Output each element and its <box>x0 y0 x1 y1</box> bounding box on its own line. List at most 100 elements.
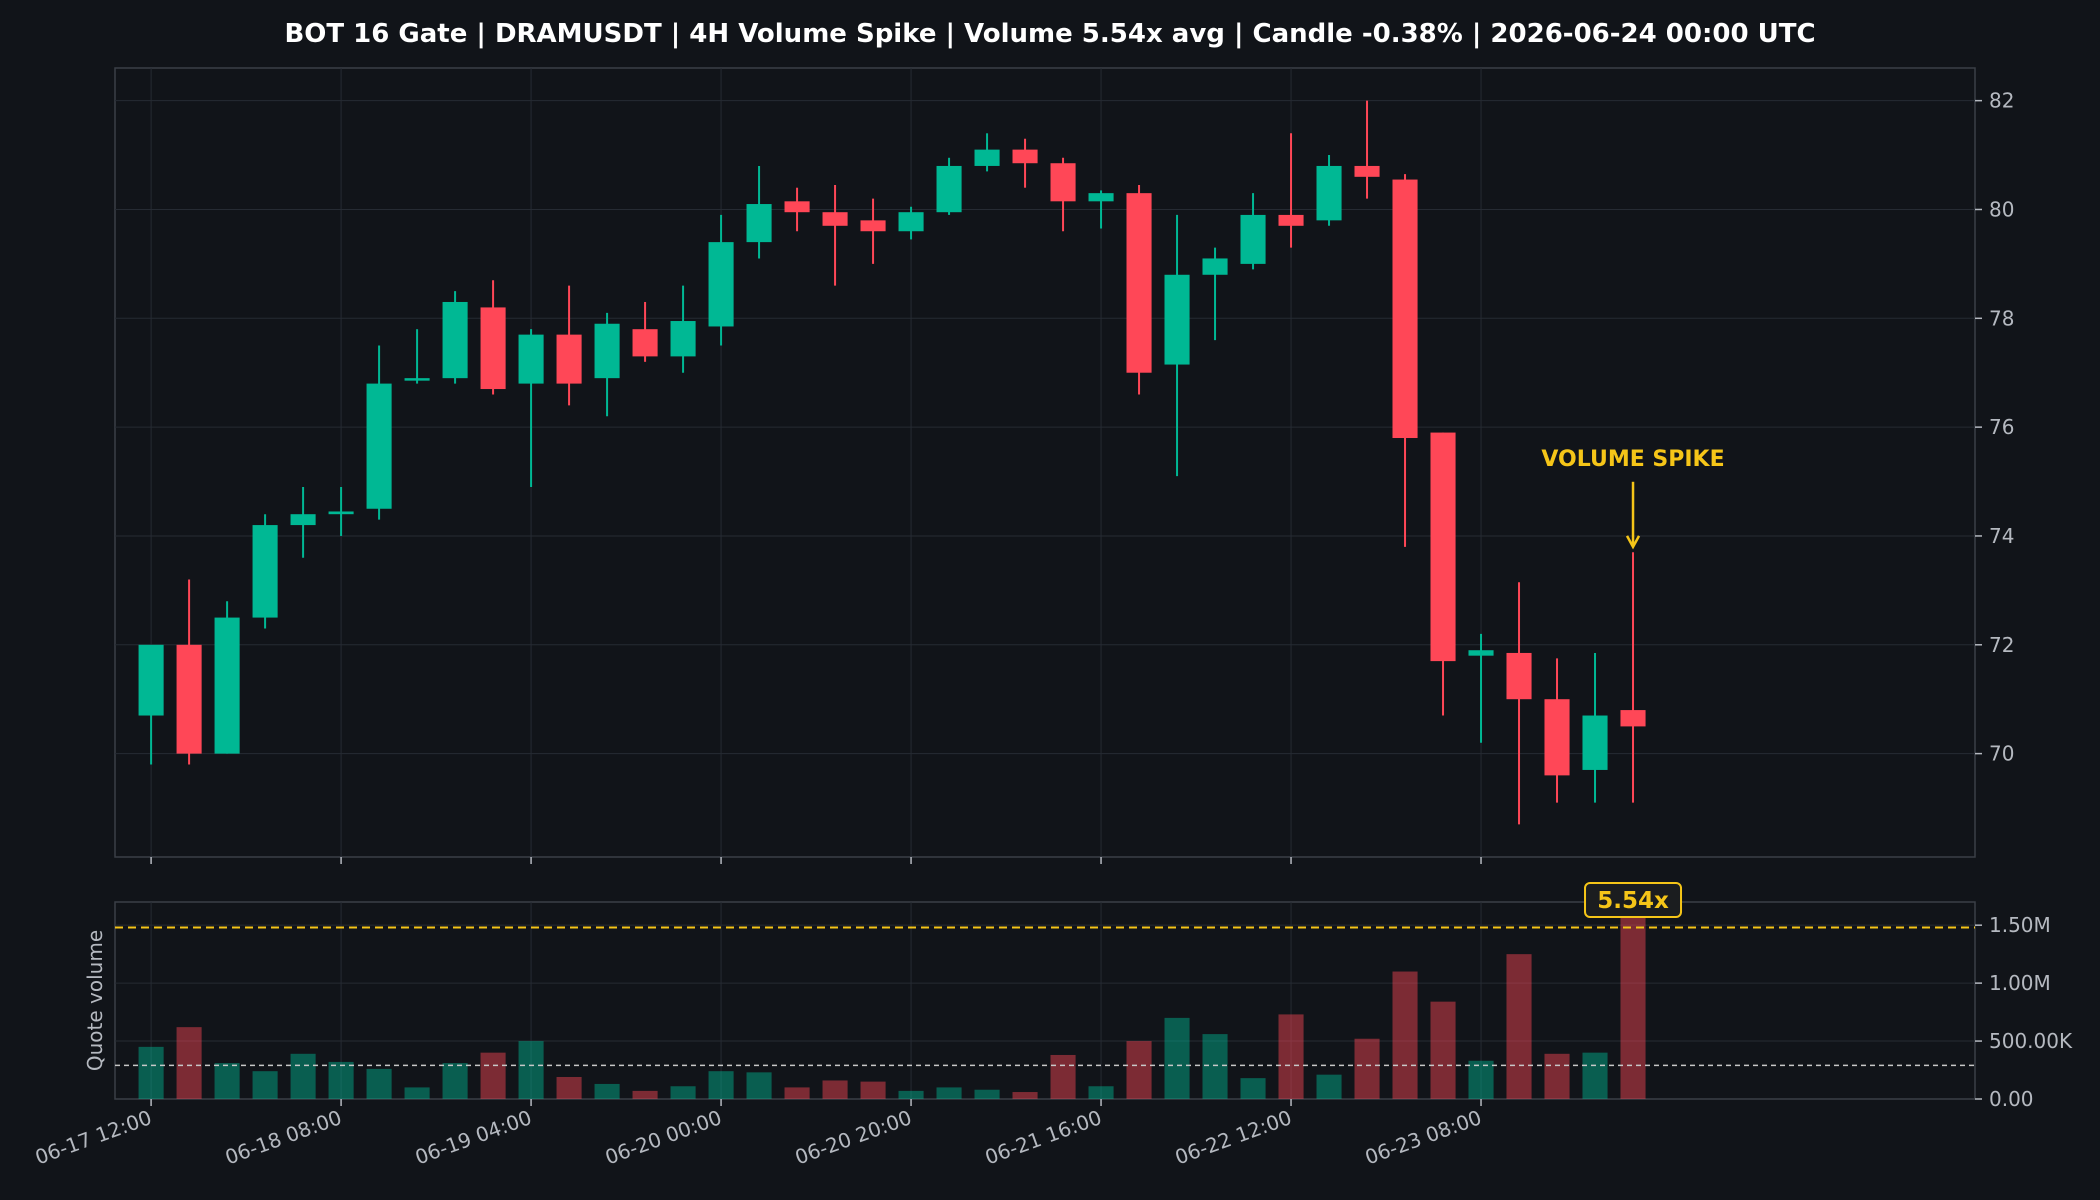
bearish-candle <box>1392 174 1418 547</box>
candle-body <box>746 204 772 243</box>
volume-bar-up <box>1202 1034 1228 1099</box>
price-y-tick-label: 82 <box>1989 89 2014 113</box>
volume-bar-down <box>176 1027 202 1099</box>
price-y-tick-label: 78 <box>1989 306 2014 330</box>
volume-y-tick-label: 1.50M <box>1989 913 2051 937</box>
bullish-candle <box>1240 193 1266 270</box>
candle-body <box>1050 163 1076 202</box>
volume-bar-up <box>1468 1060 1494 1099</box>
volume-bar-up <box>746 1072 772 1099</box>
volume-bar-up <box>404 1087 430 1099</box>
candle-body <box>366 383 392 509</box>
volume-y-axis-label: Quote volume <box>83 930 107 1071</box>
bullish-candle <box>1164 214 1190 477</box>
price-y-tick-label: 74 <box>1989 524 2014 548</box>
bearish-candle <box>1354 100 1380 199</box>
volume-bar-up <box>1316 1074 1342 1099</box>
bullish-candle <box>746 165 772 259</box>
candle-body <box>784 201 810 213</box>
bullish-candle <box>670 285 696 373</box>
volume-bar-up <box>594 1083 620 1099</box>
bearish-candle <box>1278 133 1304 248</box>
candle-body <box>670 321 696 357</box>
price-panel-frame <box>114 67 1976 858</box>
volume-bar-down <box>822 1080 848 1099</box>
volume-y-tick-label: 500.00K <box>1989 1029 2073 1053</box>
bullish-candle <box>214 601 240 754</box>
chart-title: BOT 16 Gate | DRAMUSDT | 4H Volume Spike… <box>284 19 1815 49</box>
candle-body <box>632 329 658 357</box>
candle-body <box>1012 149 1038 164</box>
candle-body <box>1544 699 1570 776</box>
volume-bar-down <box>480 1052 506 1099</box>
bearish-candle <box>632 301 658 362</box>
volume-bar-up <box>290 1053 316 1099</box>
volume-bar-up <box>328 1061 354 1099</box>
candle-body <box>936 165 962 213</box>
volume-bar-up <box>366 1068 392 1099</box>
candle-body <box>860 220 886 232</box>
bullish-candle <box>366 345 392 520</box>
volume-panel-frame <box>114 901 1976 1100</box>
volume-bar-down <box>1278 1014 1304 1099</box>
bullish-candle <box>1582 652 1608 803</box>
candle-body <box>822 212 848 226</box>
bearish-candle <box>1012 138 1038 188</box>
volume-bar-up <box>214 1063 240 1099</box>
bullish-candle <box>442 291 468 384</box>
volume-bar-up <box>974 1089 1000 1099</box>
volume-bar-up <box>898 1090 924 1099</box>
bullish-candle <box>1202 247 1228 341</box>
bullish-candle <box>252 514 278 629</box>
bearish-candle <box>1544 658 1570 803</box>
candle-body <box>1202 258 1228 275</box>
candle-body <box>518 334 544 384</box>
candle-body <box>252 525 278 618</box>
candle-body <box>594 323 620 379</box>
bearish-candle <box>822 184 848 286</box>
volume-bar-up <box>442 1063 468 1099</box>
bullish-candle <box>1088 190 1114 229</box>
volume-bar-up <box>1240 1078 1266 1099</box>
bearish-candle <box>1620 552 1646 803</box>
bearish-candle <box>176 579 202 765</box>
price-panel: 70 72 74 76 78 80 82 VOLUME SPIKE <box>114 67 2014 864</box>
candle-body <box>1354 165 1380 177</box>
volume-bar-down <box>1354 1038 1380 1099</box>
candle-body <box>480 307 506 390</box>
bearish-candle <box>480 280 506 395</box>
candle-body <box>176 644 202 754</box>
volume-bar-up <box>670 1086 696 1099</box>
candle-body <box>290 514 316 526</box>
volume-bar-down <box>1430 1001 1456 1099</box>
candle-body <box>1278 214 1304 226</box>
candle-body <box>1126 193 1152 373</box>
volume-bar-down <box>1544 1053 1570 1099</box>
annotation-arrow-head <box>1625 535 1641 550</box>
candle-body <box>1620 710 1646 727</box>
candle-body <box>1582 715 1608 770</box>
candle-body <box>1240 214 1266 264</box>
bearish-candle <box>556 285 582 406</box>
bullish-candle <box>328 486 354 536</box>
volume-bar-down <box>1050 1054 1076 1099</box>
bullish-candle <box>936 157 962 215</box>
bullish-candle <box>974 133 1000 172</box>
volume-multiplier-badge-box <box>1584 882 1683 918</box>
volume-bar-up <box>518 1041 544 1099</box>
volume-y-tick-label: 1.00M <box>1989 971 2051 995</box>
bullish-candle <box>898 206 924 240</box>
volume-y-tick-label: 0.00 <box>1989 1087 2034 1111</box>
candle-body <box>898 212 924 232</box>
candle-body <box>1164 274 1190 365</box>
candle-body <box>708 242 734 327</box>
candle-body <box>556 334 582 384</box>
bullish-candle <box>1468 633 1494 743</box>
candle-body <box>1506 652 1532 700</box>
bearish-candle <box>1506 582 1532 825</box>
volume-bar-down <box>1506 954 1532 1099</box>
bullish-candle <box>594 312 620 417</box>
price-y-tick-label: 70 <box>1989 742 2014 766</box>
